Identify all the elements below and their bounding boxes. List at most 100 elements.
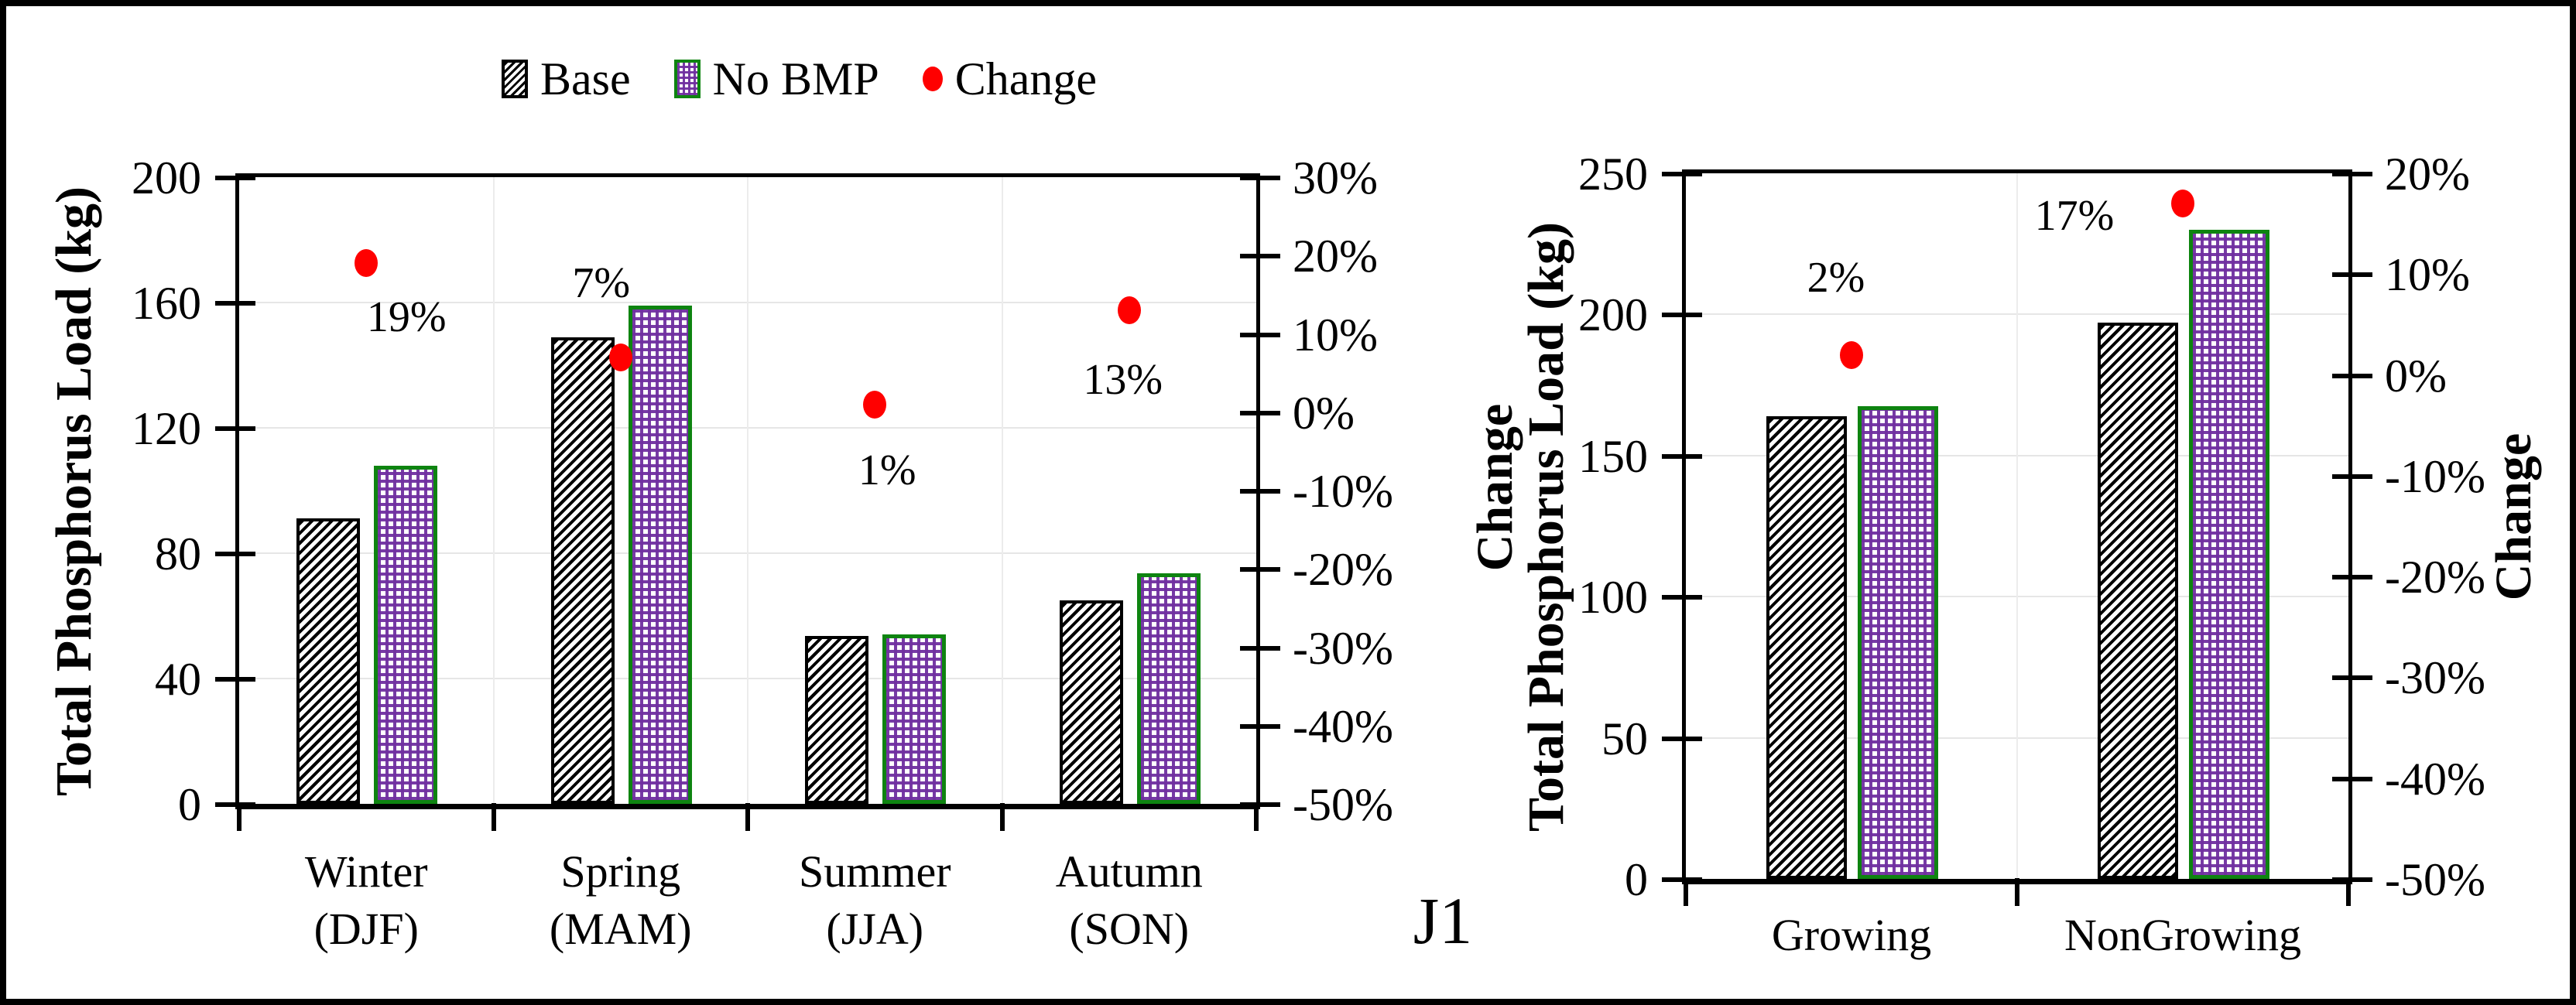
y-axis-tick-label: 0 — [1625, 854, 1648, 905]
change-dot — [1117, 296, 1141, 325]
legend-label-no-bmp: No BMP — [712, 53, 879, 104]
no-bmp-lattice-swatch-icon — [673, 60, 701, 98]
bar-base — [550, 337, 615, 804]
y2-axis-tick-label: 20% — [1293, 231, 1378, 282]
y2-axis-tick — [2332, 373, 2372, 378]
y2-axis-tick — [2332, 877, 2372, 882]
y2-axis-tick-label: 30% — [1293, 152, 1378, 203]
y2-axis-tick — [2332, 272, 2372, 278]
y-axis-title: Total Phosphorus Load (kg) — [1518, 222, 1574, 832]
change-dot — [608, 343, 632, 371]
y2-axis-title: Change — [2485, 432, 2542, 601]
bar-no-bmp — [374, 465, 438, 804]
y-axis-tick — [215, 426, 255, 431]
bar-no-bmp — [628, 306, 692, 804]
y2-axis-tick-label: 20% — [2385, 149, 2470, 200]
y2-axis-tick-label: -20% — [2385, 552, 2485, 603]
category-label: Autumn — [1055, 846, 1203, 897]
legend-item-no-bmp: No BMP — [673, 53, 879, 106]
y-axis-tick — [1662, 172, 1702, 176]
y2-axis-tick-label: -40% — [2385, 753, 2485, 805]
bar-no-bmp — [2189, 229, 2269, 879]
y-axis-tick — [1662, 736, 1702, 741]
x-axis-tick — [491, 803, 496, 831]
category-label: NonGrowing — [2064, 910, 2302, 960]
y2-axis-tick-label: 0% — [1293, 387, 1355, 439]
y-axis-tick-label: 160 — [132, 278, 201, 329]
change-red-dot-icon — [922, 67, 943, 91]
y-axis-tick — [215, 552, 255, 556]
change-dot — [355, 249, 379, 278]
y2-axis-tick-label: -30% — [1293, 622, 1393, 674]
y2-axis-tick — [1240, 723, 1280, 729]
y-axis-tick — [1662, 877, 1702, 882]
bar-base — [1059, 600, 1123, 804]
y2-axis-tick — [2332, 172, 2372, 176]
x-axis-tick — [2015, 878, 2019, 906]
category-label: (JJA) — [826, 904, 924, 954]
y-axis-tick-label: 0 — [178, 779, 201, 830]
legend-item-change: Change — [922, 53, 1097, 106]
x-axis-tick — [2346, 878, 2351, 906]
change-data-label: 2% — [1807, 253, 1865, 302]
figure-panel-label: J1 — [1413, 884, 1473, 958]
y2-axis-tick-label: 0% — [2385, 350, 2447, 402]
plot-area-chart2: 2% 17% — [1682, 169, 2352, 884]
x-axis-tick — [1684, 878, 1688, 906]
y2-axis-tick — [2332, 776, 2372, 781]
change-dot — [2171, 190, 2194, 218]
y2-axis-tick-label: -10% — [1293, 466, 1393, 517]
bar-no-bmp — [1858, 405, 1938, 879]
legend-item-base: Base — [502, 53, 631, 106]
y-axis-title: Total Phosphorus Load (kg) — [46, 186, 102, 796]
category-label: Winter — [304, 846, 428, 897]
y2-axis-tick — [1240, 567, 1280, 573]
y-axis-tick — [1662, 453, 1702, 459]
bar-no-bmp — [882, 634, 947, 804]
y-axis-tick-label: 200 — [1578, 289, 1648, 341]
y2-axis-tick-label: -40% — [1293, 700, 1393, 752]
x-axis-tick — [237, 803, 242, 831]
y-axis-tick — [1662, 595, 1702, 600]
y-axis-tick-label: 40 — [155, 654, 201, 705]
category-label: (DJF) — [313, 904, 419, 954]
y-axis-tick-label: 250 — [1578, 149, 1648, 200]
legend-label-change: Change — [954, 53, 1097, 104]
change-data-label: 7% — [572, 258, 631, 307]
y2-axis-tick — [1240, 489, 1280, 494]
x-axis-tick — [745, 803, 750, 831]
y2-axis-tick — [1240, 254, 1280, 259]
y2-axis-tick — [1240, 802, 1280, 807]
change-data-label: 13% — [1083, 356, 1163, 405]
y-axis-tick-label: 200 — [132, 152, 201, 203]
bar-base — [296, 518, 361, 804]
y2-axis-tick — [1240, 176, 1280, 180]
category-label: (MAM) — [549, 904, 692, 954]
y2-axis-tick — [1240, 645, 1280, 651]
gridline-vertical — [492, 177, 495, 804]
y2-axis-tick-label: -50% — [1293, 779, 1393, 830]
chart-legend: Base No BMP Change — [502, 46, 1097, 111]
change-dot — [863, 390, 887, 419]
gridline-vertical — [1001, 177, 1003, 804]
change-dot — [1840, 340, 1863, 369]
y-axis-tick-label: 150 — [1578, 430, 1648, 482]
y2-axis-tick — [2332, 675, 2372, 681]
x-axis-tick — [999, 803, 1005, 831]
category-label: (SON) — [1069, 904, 1190, 954]
y2-axis-tick-label: -10% — [2385, 450, 2485, 502]
y-axis-tick — [215, 677, 255, 682]
bar-base — [2098, 323, 2178, 879]
bar-no-bmp — [1136, 573, 1201, 804]
legend-label-base: Base — [540, 53, 631, 104]
y-axis-tick — [215, 802, 255, 807]
y2-axis-tick — [2332, 575, 2372, 580]
x-axis-tick — [1254, 803, 1259, 831]
y-axis-tick-label: 50 — [1601, 713, 1648, 764]
change-data-label: 17% — [2034, 192, 2115, 241]
y-axis-tick-label: 80 — [155, 528, 201, 579]
y2-axis-tick-label: -20% — [1293, 544, 1393, 596]
gridline-vertical — [2016, 173, 2018, 879]
change-data-label: 1% — [858, 446, 916, 494]
